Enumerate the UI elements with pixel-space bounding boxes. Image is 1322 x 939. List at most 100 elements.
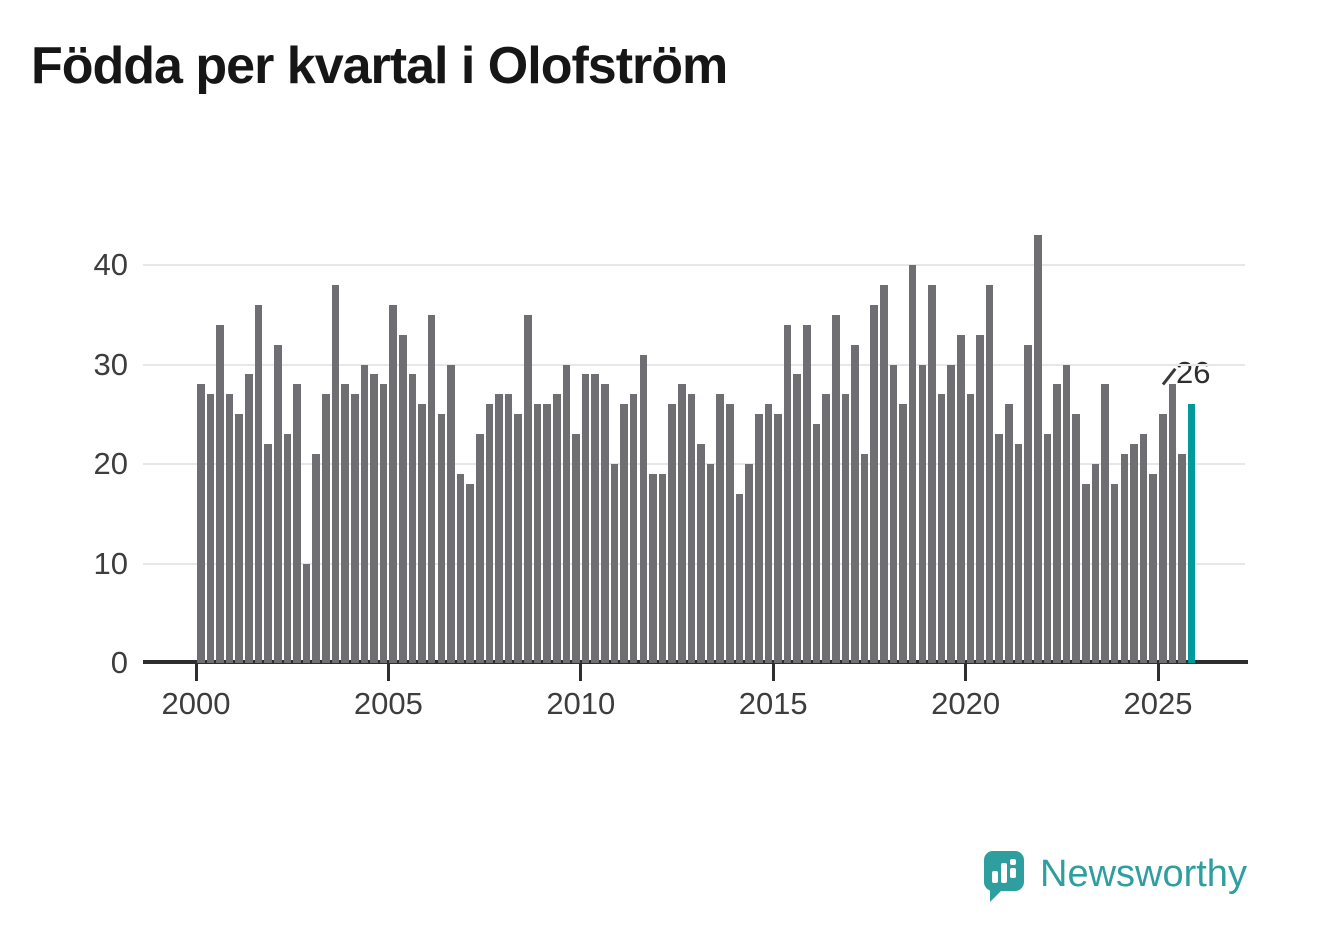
bar-2015-q2 — [783, 324, 792, 663]
bar-2018-q2 — [899, 404, 907, 663]
bar-2004-q2 — [360, 364, 369, 663]
bar-2018-q3 — [908, 265, 917, 663]
x-axis-tick-label: 2010 — [546, 686, 616, 721]
bar-2007-q4 — [495, 394, 503, 663]
bar-2013-q4 — [726, 404, 734, 663]
bar-2019-q3 — [947, 364, 955, 663]
bar-2003-q4 — [341, 384, 349, 663]
x-axis-tick-2015 — [771, 664, 775, 681]
bar-2019-q4 — [956, 334, 965, 663]
bar-2008-q2 — [514, 414, 523, 663]
bar-2008-q1 — [504, 394, 513, 663]
bar-2015-q4 — [803, 324, 811, 663]
bar-2013-q2 — [706, 464, 715, 663]
bar-2024-q1 — [1120, 454, 1129, 663]
annotation-leader-line — [1161, 367, 1177, 386]
bar-2016-q3 — [831, 314, 840, 663]
bar-2001-q2 — [245, 374, 253, 663]
logo-wordmark: Newsworthy — [1040, 853, 1247, 895]
gridline-y-40 — [143, 264, 1245, 266]
bar-2005-q2 — [399, 334, 407, 663]
bar-2013-q3 — [716, 394, 725, 663]
bar-2016-q2 — [822, 394, 830, 663]
bar-2010-q3 — [601, 384, 609, 663]
bar-2003-q1 — [312, 454, 321, 663]
bar-2013-q1 — [697, 444, 705, 663]
bar-2006-q3 — [447, 364, 455, 663]
bar-2004-q4 — [379, 384, 388, 663]
y-axis-tick-label: 30 — [93, 346, 128, 382]
x-axis-tick-2025 — [1156, 664, 1160, 681]
x-axis-line — [143, 660, 1248, 664]
bar-2023-q3 — [1101, 384, 1109, 663]
bar-2006-q4 — [456, 473, 465, 663]
bar-2005-q3 — [408, 374, 417, 663]
bar-2010-q1 — [581, 374, 590, 663]
bar-2015-q3 — [793, 374, 802, 663]
bar-2003-q3 — [331, 284, 340, 663]
x-axis-tick-2020 — [964, 664, 968, 681]
bar-2024-q4 — [1149, 473, 1157, 663]
bar-2001-q1 — [235, 414, 244, 663]
highlight-value-label: 26 — [1176, 355, 1211, 390]
bar-2017-q1 — [851, 344, 859, 663]
bar-2004-q3 — [370, 374, 378, 663]
bar-2008-q3 — [524, 314, 532, 663]
bar-2005-q1 — [389, 304, 397, 663]
bar-2020-q4 — [995, 434, 1004, 663]
bar-2017-q4 — [880, 284, 888, 663]
bar-2022-q4 — [1072, 414, 1080, 663]
bar-2021-q3 — [1024, 344, 1032, 663]
bar-2020-q1 — [966, 394, 975, 663]
bar-2010-q2 — [591, 374, 599, 663]
logo-bar-icon — [1010, 868, 1016, 878]
bar-2002-q4 — [302, 563, 311, 663]
highlight-bar-2025-q4 — [1187, 404, 1196, 663]
bar-2009-q1 — [543, 404, 551, 663]
y-axis-tick-label: 10 — [93, 545, 128, 581]
bar-2017-q3 — [870, 304, 878, 663]
bar-2022-q3 — [1062, 364, 1071, 663]
bar-2007-q2 — [475, 434, 484, 663]
bar-2012-q1 — [658, 473, 667, 663]
bar-2014-q1 — [735, 493, 744, 663]
bar-chart-icon — [984, 851, 1024, 891]
bar-2012-q3 — [678, 384, 686, 663]
bar-2014-q3 — [754, 414, 763, 663]
bar-2010-q4 — [610, 464, 619, 663]
bar-2002-q3 — [293, 384, 301, 663]
bar-2009-q4 — [572, 434, 580, 663]
bar-2002-q1 — [273, 344, 282, 663]
bar-2003-q2 — [322, 394, 330, 663]
gridline-y-30 — [143, 363, 1245, 366]
bar-2012-q4 — [687, 394, 696, 663]
bar-2025-q2 — [1168, 384, 1177, 663]
bar-2006-q2 — [437, 414, 446, 663]
bar-2019-q2 — [937, 394, 946, 663]
newsworthy-logo[interactable]: Newsworthy — [984, 851, 1304, 911]
bar-2007-q1 — [466, 483, 474, 663]
bar-2022-q1 — [1043, 434, 1052, 663]
bar-2004-q1 — [350, 394, 359, 663]
bar-2011-q4 — [649, 473, 657, 663]
logo-bar-icon — [1001, 863, 1007, 883]
x-axis-tick-label: 2000 — [161, 686, 231, 721]
x-axis-tick-label: 2015 — [738, 686, 808, 721]
bar-2016-q1 — [812, 424, 821, 663]
bar-2011-q1 — [620, 404, 628, 663]
bar-2019-q1 — [928, 284, 936, 663]
bar-2020-q3 — [985, 284, 994, 663]
x-axis-tick-label: 2005 — [353, 686, 423, 721]
bar-2009-q3 — [562, 364, 571, 663]
y-axis-tick-label: 40 — [93, 247, 128, 282]
bar-2012-q2 — [668, 404, 676, 663]
bar-2007-q3 — [485, 404, 494, 663]
bar-2022-q2 — [1053, 384, 1061, 663]
bar-2011-q2 — [629, 394, 638, 663]
bar-2006-q1 — [427, 314, 436, 663]
bar-2000-q2 — [206, 394, 215, 663]
bar-2023-q2 — [1091, 464, 1100, 663]
x-axis-tick-label: 2025 — [1123, 686, 1193, 721]
bar-2014-q4 — [764, 404, 773, 663]
x-axis-tick-2005 — [386, 664, 390, 681]
